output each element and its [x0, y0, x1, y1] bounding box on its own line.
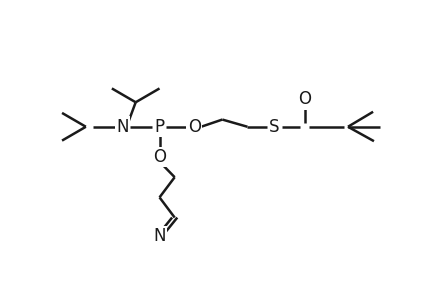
Text: P: P	[154, 118, 164, 136]
Text: N: N	[116, 118, 129, 136]
Text: S: S	[269, 118, 279, 136]
Text: N: N	[153, 227, 166, 245]
Text: O: O	[298, 91, 311, 108]
Text: O: O	[153, 148, 166, 166]
Text: O: O	[187, 118, 201, 136]
